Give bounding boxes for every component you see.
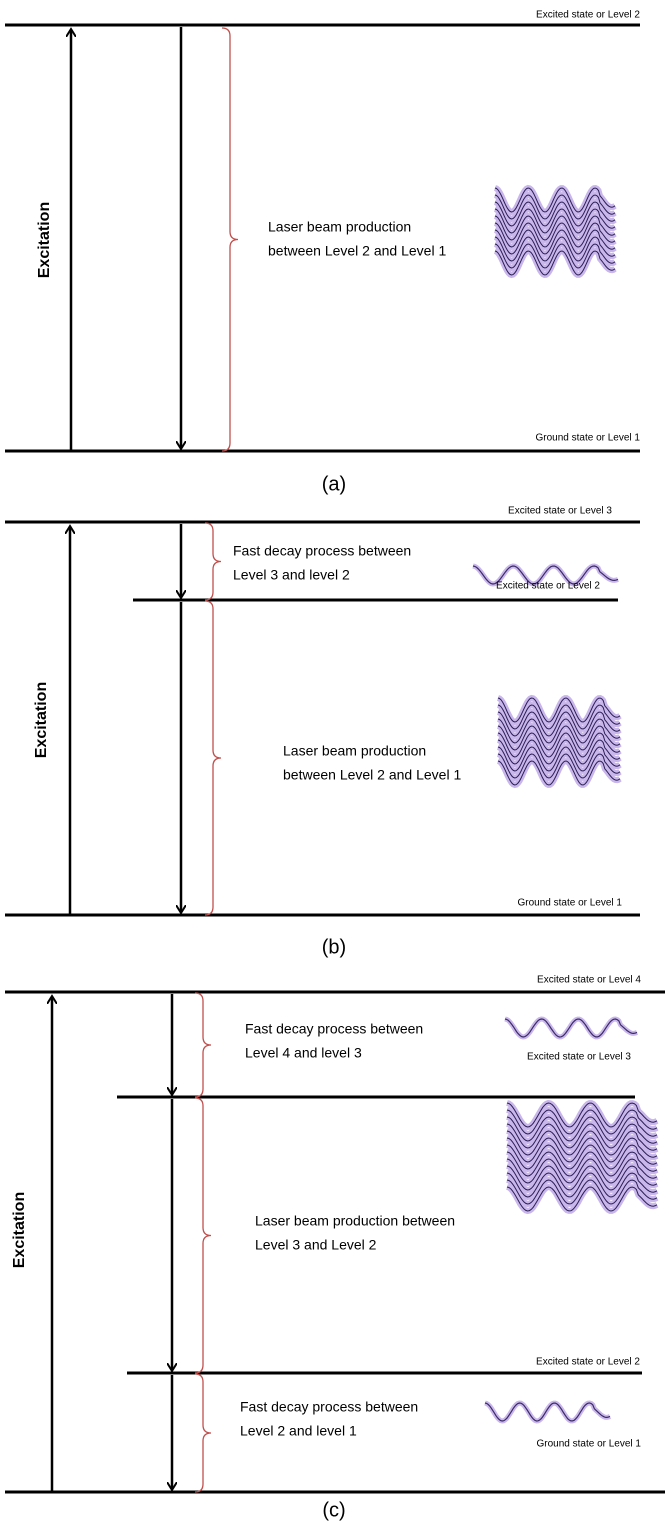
wave [506,1186,658,1212]
wave [506,1179,658,1205]
wave [506,1165,658,1191]
brace [194,1097,212,1374]
wave [497,704,621,730]
wave-glow [504,1016,639,1040]
level-label: Excited state or Level 2 [536,10,640,21]
brace [204,522,222,601]
wave [494,194,616,220]
process-label: Fast decay process between [240,1399,418,1415]
brace [221,27,239,452]
wave [504,1018,638,1038]
wave [494,187,616,213]
wave [497,739,621,765]
level-label: Ground state or Level 1 [517,898,622,909]
process-label: Laser beam production [283,743,426,759]
wave [506,1172,658,1198]
process-label: Level 2 and level 1 [240,1423,357,1439]
wave [497,711,621,737]
process-label: Level 3 and level 2 [233,567,350,583]
level-label: Ground state or Level 1 [535,433,640,444]
process-label: between Level 2 and Level 1 [268,243,446,259]
wave [497,697,621,723]
wave [472,565,619,585]
wave [497,753,621,779]
process-label: Fast decay process between [233,543,411,559]
wave [497,732,621,758]
process-label: Level 3 and Level 2 [255,1237,377,1253]
wave [506,1130,658,1156]
caption: (a) [322,473,346,495]
wave [494,243,616,269]
level-label: Excited state or Level 3 [508,506,612,517]
wave [506,1151,658,1177]
wave [494,208,616,234]
wave [494,222,616,248]
wave [494,250,616,276]
wave [506,1109,658,1135]
wave [497,718,621,744]
wave [506,1102,658,1128]
wave [484,1402,611,1422]
level-label: Ground state or Level 1 [536,1439,641,1450]
excitation-label: Excitation [33,682,50,758]
caption: (c) [322,1499,345,1521]
wave [494,236,616,262]
brace [204,600,222,916]
wave [494,201,616,227]
wave [506,1123,658,1149]
level-label: Excited state or Level 4 [537,975,641,986]
wave [506,1116,658,1142]
wave [497,746,621,772]
wave [506,1137,658,1163]
wave [494,215,616,241]
excitation-label: Excitation [36,202,53,278]
wave [497,725,621,751]
wave-glow [484,1400,612,1424]
level-label: Excited state or Level 2 [496,581,600,592]
brace [194,992,212,1098]
excitation-label: Excitation [11,1192,28,1268]
process-label: Fast decay process between [245,1021,423,1037]
caption: (b) [322,936,346,958]
wave [506,1144,658,1170]
wave [494,229,616,255]
level-label: Excited state or Level 3 [527,1052,631,1063]
process-label: Laser beam production between [255,1213,455,1229]
wave [506,1158,658,1184]
process-label: between Level 2 and Level 1 [283,767,461,783]
process-label: Level 4 and level 3 [245,1045,362,1061]
process-label: Laser beam production [268,219,411,235]
wave [497,760,621,786]
level-label: Excited state or Level 2 [536,1357,640,1368]
brace [194,1373,212,1493]
